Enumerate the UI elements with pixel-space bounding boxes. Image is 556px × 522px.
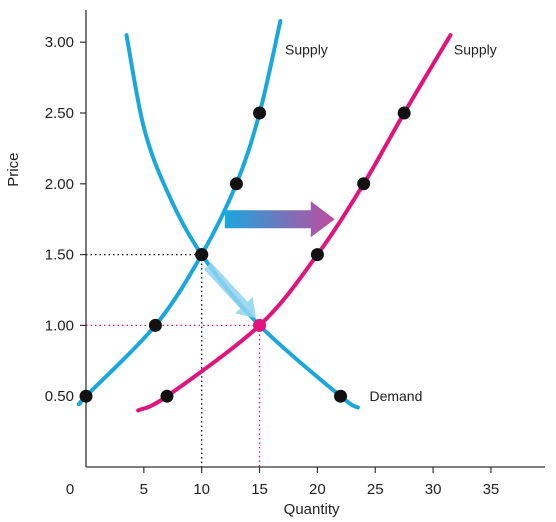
supply-shift-arrow [224,201,335,238]
equilibrium-point [253,318,267,332]
y-tick-label: 2.00 [45,176,74,193]
x-tick-label: 20 [309,481,326,498]
y-tick-label: 1.00 [45,317,74,334]
y-tick-label: 3.00 [45,34,74,51]
supply-1-label: Supply [454,41,497,57]
x-tick-label: 5 [140,481,148,498]
supply-0-point [148,318,162,332]
data-points [79,106,411,403]
x-tick-label: 0 [66,481,74,498]
x-tick-label: 35 [483,481,500,498]
supply-1-point [160,389,174,403]
supply-0-point [253,106,267,120]
x-tick-label: 15 [251,481,268,498]
arrows [203,201,335,319]
supply-0-point [229,177,243,191]
y-axis-title: Price [5,153,22,187]
y-tick-label: 0.50 [45,388,74,405]
y-tick-label: 2.50 [45,105,74,122]
equilibrium-point [195,248,209,262]
demand-2-label: Demand [369,388,422,404]
supply-1-point [357,177,371,191]
guide-lines [86,253,261,467]
supply-0-label: Supply [285,41,328,57]
x-tick-label: 10 [193,481,210,498]
movement-arrow-shape [203,262,257,319]
supply-0-point [79,389,93,403]
supply-1-point [397,106,411,120]
x-tick-label: 25 [367,481,384,498]
supply-1-point [310,248,324,262]
y-tick-label: 1.50 [45,247,74,264]
demand-2-point [334,389,348,403]
x-axis-title: Quantity [284,501,340,518]
movement-arrow [203,262,257,319]
axes: 0.50 1.00 1.50 2.00 2.50 3.00 0 5 10 15 20 25 30 35 Qu… [5,10,545,518]
x-tick-label: 30 [425,481,442,498]
labels: Supply Supply Demand [285,41,497,404]
